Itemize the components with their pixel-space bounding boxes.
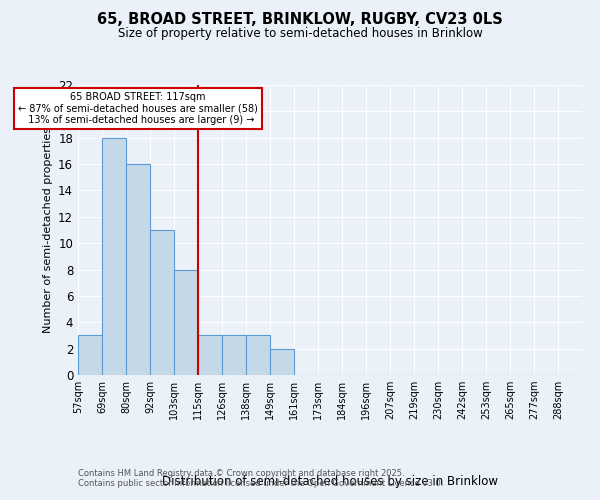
Bar xyxy=(270,348,294,375)
Bar xyxy=(126,164,150,375)
Bar xyxy=(174,270,198,375)
Bar xyxy=(198,336,222,375)
Text: 65, BROAD STREET, BRINKLOW, RUGBY, CV23 0LS: 65, BROAD STREET, BRINKLOW, RUGBY, CV23 … xyxy=(97,12,503,28)
Bar xyxy=(150,230,174,375)
Bar xyxy=(246,336,270,375)
Bar xyxy=(222,336,246,375)
Text: Contains public sector information licensed under the Open Government Licence v3: Contains public sector information licen… xyxy=(78,478,443,488)
Text: Contains HM Land Registry data © Crown copyright and database right 2025.: Contains HM Land Registry data © Crown c… xyxy=(78,468,404,477)
Bar xyxy=(78,336,102,375)
Y-axis label: Number of semi-detached properties: Number of semi-detached properties xyxy=(43,127,53,333)
X-axis label: Distribution of semi-detached houses by size in Brinklow: Distribution of semi-detached houses by … xyxy=(162,475,498,488)
Text: 65 BROAD STREET: 117sqm
← 87% of semi-detached houses are smaller (58)
  13% of : 65 BROAD STREET: 117sqm ← 87% of semi-de… xyxy=(18,92,258,125)
Bar xyxy=(102,138,126,375)
Text: Size of property relative to semi-detached houses in Brinklow: Size of property relative to semi-detach… xyxy=(118,28,482,40)
